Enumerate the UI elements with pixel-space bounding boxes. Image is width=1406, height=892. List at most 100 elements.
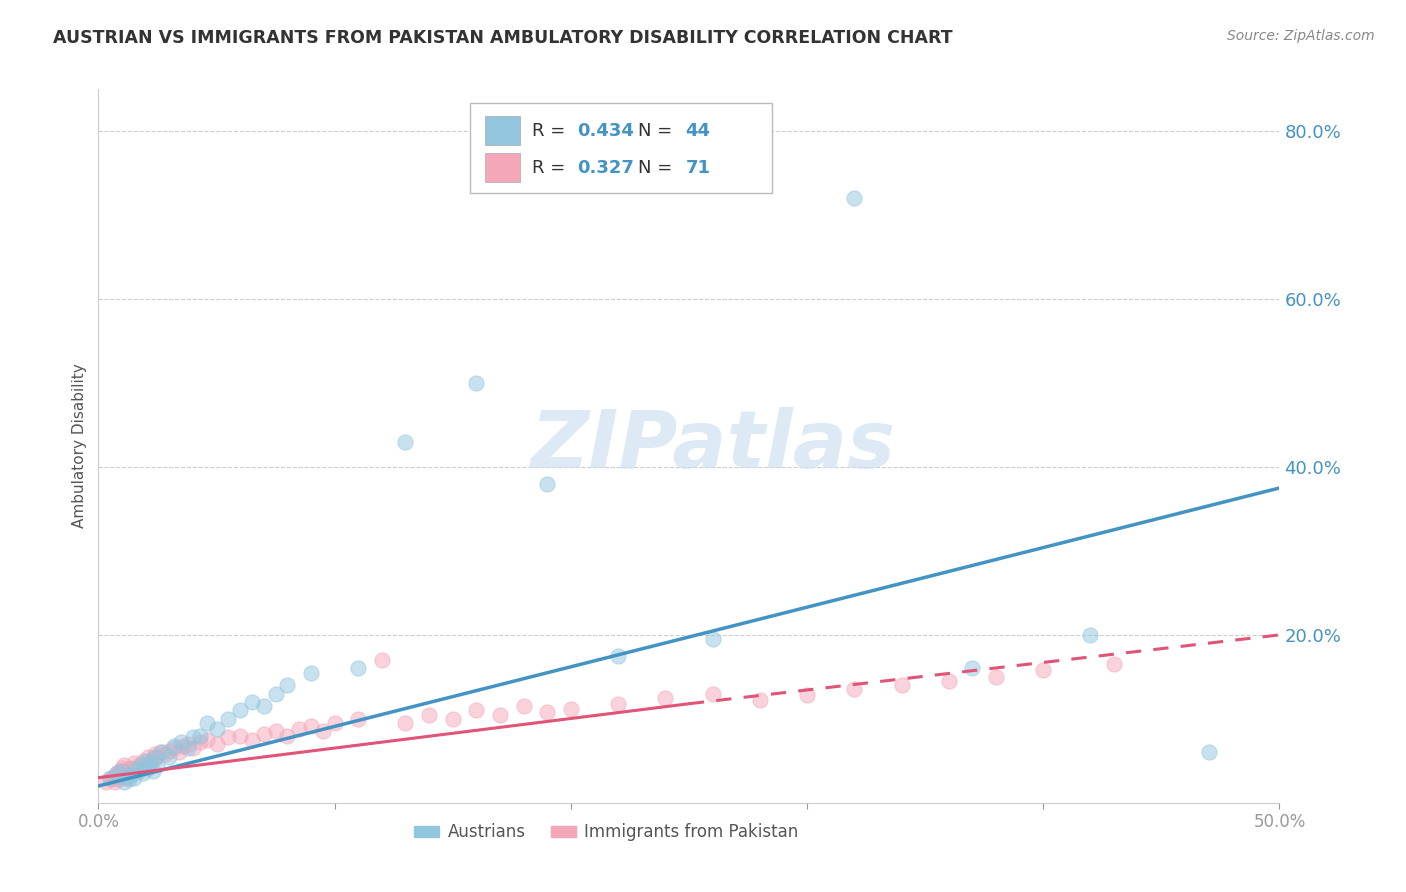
Point xyxy=(512,699,534,714)
Point xyxy=(240,695,263,709)
Text: ZIPatlas: ZIPatlas xyxy=(530,407,896,485)
Point xyxy=(1080,628,1102,642)
Point xyxy=(112,766,135,780)
Point xyxy=(177,741,200,756)
Point xyxy=(153,747,176,761)
Point xyxy=(962,661,984,675)
Point xyxy=(181,731,204,745)
Point xyxy=(240,732,263,747)
Point xyxy=(371,653,394,667)
Point xyxy=(489,707,512,722)
Point xyxy=(125,762,148,776)
Point xyxy=(394,716,416,731)
Point xyxy=(607,648,630,663)
Point xyxy=(115,771,138,785)
Point xyxy=(276,678,298,692)
Point xyxy=(108,771,131,785)
Point xyxy=(205,737,228,751)
Point xyxy=(128,758,150,772)
Point xyxy=(181,741,204,756)
Point xyxy=(150,746,173,760)
Point xyxy=(441,712,464,726)
Point xyxy=(844,682,866,697)
Point xyxy=(111,760,134,774)
Point xyxy=(938,674,960,689)
Point xyxy=(163,741,186,756)
Point xyxy=(115,764,138,778)
Point xyxy=(105,766,128,780)
Point xyxy=(536,705,558,719)
Point xyxy=(122,771,145,785)
Point xyxy=(157,744,180,758)
Point xyxy=(104,774,127,789)
Point xyxy=(702,632,724,646)
Point xyxy=(217,731,239,745)
Point xyxy=(188,735,211,749)
Point xyxy=(163,739,186,753)
Point xyxy=(129,758,152,772)
Point xyxy=(1032,663,1054,677)
Point xyxy=(112,774,135,789)
Point xyxy=(205,722,228,736)
Point xyxy=(264,724,287,739)
Point xyxy=(253,727,276,741)
Point xyxy=(195,716,218,731)
Text: N =: N = xyxy=(638,121,678,139)
Point xyxy=(135,754,157,768)
Text: R =: R = xyxy=(531,121,571,139)
Point xyxy=(105,772,128,787)
Point xyxy=(560,702,582,716)
Point xyxy=(748,693,770,707)
Point xyxy=(118,762,141,776)
Point xyxy=(142,752,165,766)
Point xyxy=(347,661,370,675)
Point xyxy=(323,716,346,731)
Y-axis label: Ambulatory Disability: Ambulatory Disability xyxy=(72,364,87,528)
Point xyxy=(128,764,150,778)
Point xyxy=(135,758,157,772)
Point xyxy=(136,760,159,774)
Point xyxy=(136,749,159,764)
Point xyxy=(170,735,193,749)
Point xyxy=(607,697,630,711)
Point xyxy=(654,690,676,705)
Point xyxy=(139,756,162,770)
Point xyxy=(172,739,194,753)
Legend: Austrians, Immigrants from Pakistan: Austrians, Immigrants from Pakistan xyxy=(408,817,804,848)
Point xyxy=(101,771,124,785)
Bar xyxy=(485,153,520,182)
Point xyxy=(118,772,141,787)
Point xyxy=(132,754,155,768)
Point xyxy=(167,746,190,760)
Point xyxy=(129,760,152,774)
Point xyxy=(984,670,1007,684)
Text: AUSTRIAN VS IMMIGRANTS FROM PAKISTAN AMBULATORY DISABILITY CORRELATION CHART: AUSTRIAN VS IMMIGRANTS FROM PAKISTAN AMB… xyxy=(53,29,953,46)
Point xyxy=(229,703,252,717)
Point xyxy=(536,476,558,491)
Text: N =: N = xyxy=(638,159,678,177)
Point xyxy=(195,732,218,747)
Point xyxy=(702,687,724,701)
Text: Source: ZipAtlas.com: Source: ZipAtlas.com xyxy=(1227,29,1375,43)
Point xyxy=(1198,746,1220,760)
Point xyxy=(98,771,121,785)
Point xyxy=(312,724,335,739)
Point xyxy=(347,712,370,726)
Point xyxy=(139,756,162,770)
Point xyxy=(188,729,211,743)
Point xyxy=(108,764,131,778)
Point xyxy=(229,729,252,743)
Point xyxy=(146,749,169,764)
Text: 0.434: 0.434 xyxy=(576,121,634,139)
Text: R =: R = xyxy=(531,159,571,177)
Point xyxy=(1102,657,1125,672)
Point xyxy=(121,760,143,774)
Text: 0.327: 0.327 xyxy=(576,159,634,177)
Point xyxy=(121,768,143,782)
Text: 71: 71 xyxy=(685,159,710,177)
Point xyxy=(132,766,155,780)
Bar xyxy=(485,116,520,145)
Point xyxy=(122,764,145,778)
FancyBboxPatch shape xyxy=(471,103,772,193)
Point xyxy=(111,764,134,778)
